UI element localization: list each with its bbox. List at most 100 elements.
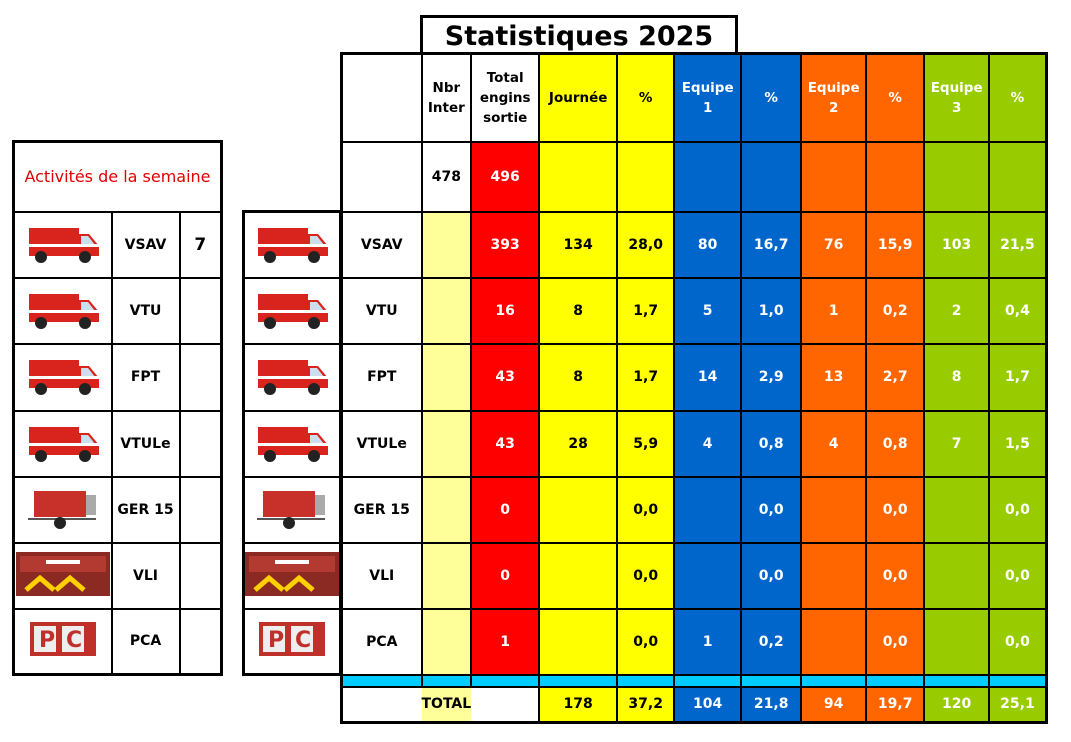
total-equipe2-pct: 19,7	[865, 685, 926, 724]
vehicle-image	[12, 342, 113, 412]
weekly-count	[178, 607, 223, 676]
equipe1-cell: 14	[673, 342, 743, 412]
nbr-inter-cell	[420, 409, 473, 478]
vehicle-image	[12, 475, 113, 544]
empty-cell	[800, 140, 868, 213]
equipe1-pct-cell: 16,7	[740, 210, 803, 279]
empty-cell	[865, 140, 926, 213]
nbr-inter-value: 478	[420, 140, 473, 213]
equipe2-cell: 13	[800, 342, 868, 412]
weekly-count	[178, 276, 223, 345]
equipe2-cell: 4	[800, 409, 868, 478]
equipe2-pct-cell: 0,0	[865, 475, 926, 544]
total-engins-cell: 0	[470, 541, 541, 610]
table-row: VTULe 43 28 5,9 4 0,8 4 0,8 7 1,5	[340, 409, 1048, 478]
vehicle-name: VLI	[340, 541, 423, 610]
equipe2-cell: 76	[800, 210, 868, 279]
total-equipe2: 94	[800, 685, 868, 724]
equipe1-cell: 5	[673, 276, 743, 345]
table-row: FPT 43 8 1,7 14 2,9 13 2,7 8 1,7	[340, 342, 1048, 412]
light-van-icon	[23, 426, 103, 469]
total-engins-cell: 16	[470, 276, 541, 345]
vehicle-name: VTULe	[110, 409, 181, 478]
table-row: GER 15 0 0,0 0,0 0,0 0,0	[340, 475, 1048, 544]
vehicle-name: VTU	[340, 276, 423, 345]
total-engins-cell: 43	[470, 342, 541, 412]
vehicle-image	[242, 342, 341, 412]
total-engins-value: 496	[470, 140, 541, 213]
weekly-count	[178, 541, 223, 610]
fire-engine-icon	[252, 360, 332, 402]
journee-cell	[538, 541, 619, 610]
svg-text:C: C	[66, 628, 82, 653]
equipe3-pct-cell: 0,0	[988, 475, 1048, 544]
weekly-count	[178, 475, 223, 544]
total-journee: 178	[538, 685, 619, 724]
vehicle-image	[12, 210, 113, 279]
generator-trailer-icon	[255, 490, 329, 535]
svg-text:C: C	[295, 628, 311, 653]
weekly-activity-table: Activités de la semaine VSAV 7 VTU FPT VTULe…	[12, 140, 223, 676]
journee-pct-cell: 1,7	[616, 342, 676, 412]
equipe2-cell: 1	[800, 276, 868, 345]
equipe3-pct-cell: 0,4	[988, 276, 1048, 345]
vehicle-name: VSAV	[340, 210, 423, 279]
vehicle-name: PCA	[340, 607, 423, 676]
equipe2-pct-cell: 15,9	[865, 210, 926, 279]
equipe1-pct-cell: 0,0	[740, 541, 803, 610]
journee-cell: 8	[538, 342, 619, 412]
header-equipe1: Equipe 1	[673, 52, 743, 143]
equipe1-pct-cell: 1,0	[740, 276, 803, 345]
journee-cell: 28	[538, 409, 619, 478]
equipe3-cell: 2	[923, 276, 991, 345]
empty-cell	[471, 685, 541, 724]
weekly-count	[178, 409, 223, 478]
car-front-icon	[15, 551, 110, 600]
equipe3-pct-cell: 0,0	[988, 541, 1048, 610]
header-total-engins: Total engins sortie	[470, 52, 541, 143]
nbr-inter-cell	[420, 210, 473, 279]
total-label: TOTAL	[421, 686, 472, 723]
journee-pct-cell: 28,0	[616, 210, 676, 279]
journee-pct-cell: 0,0	[616, 607, 676, 676]
header-nbr-inter: Nbr Inter	[420, 52, 473, 143]
equipe3-pct-cell: 1,5	[988, 409, 1048, 478]
total-equipe3-pct: 25,1	[988, 685, 1048, 724]
vehicle-image	[12, 409, 113, 478]
total-row: TOTAL 178 37,2 104 21,8 94 19,7 120 25,1	[340, 685, 1048, 724]
vehicle-name: PCA	[110, 607, 181, 676]
vehicle-image	[12, 276, 113, 345]
journee-pct-cell: 0,0	[616, 541, 676, 610]
equipe3-cell	[923, 475, 991, 544]
header-journee: Journée	[538, 52, 619, 143]
vehicle-name: VTU	[110, 276, 181, 345]
empty-cell	[616, 140, 676, 213]
total-equipe3: 120	[923, 685, 991, 724]
header-equipe2: Equipe 2	[800, 52, 868, 143]
weekly-count	[178, 342, 223, 412]
equipe3-cell: 8	[923, 342, 991, 412]
total-journee-pct: 37,2	[616, 685, 676, 724]
equipe1-cell	[673, 475, 743, 544]
fire-engine-icon	[23, 360, 103, 402]
equipe1-pct-cell: 2,9	[740, 342, 803, 412]
separator-row	[340, 673, 1048, 688]
equipe1-cell: 1	[673, 607, 743, 676]
journee-cell: 8	[538, 276, 619, 345]
vehicle-image	[242, 409, 341, 478]
journee-pct-cell: 1,7	[616, 276, 676, 345]
equipe1-pct-cell: 0,2	[740, 607, 803, 676]
light-van-icon	[252, 426, 332, 469]
nbr-inter-cell	[420, 607, 473, 676]
equipe2-cell	[800, 541, 868, 610]
journee-pct-cell: 5,9	[616, 409, 676, 478]
weekly-count: 7	[178, 210, 223, 279]
total-equipe1-pct: 21,8	[740, 685, 803, 724]
table-row: VLI 0 0,0 0,0 0,0 0,0	[340, 541, 1048, 610]
total-engins-cell: 43	[470, 409, 541, 478]
header-equipe2-pct: %	[865, 52, 926, 143]
journee-cell: 134	[538, 210, 619, 279]
vehicle-image	[242, 276, 341, 345]
